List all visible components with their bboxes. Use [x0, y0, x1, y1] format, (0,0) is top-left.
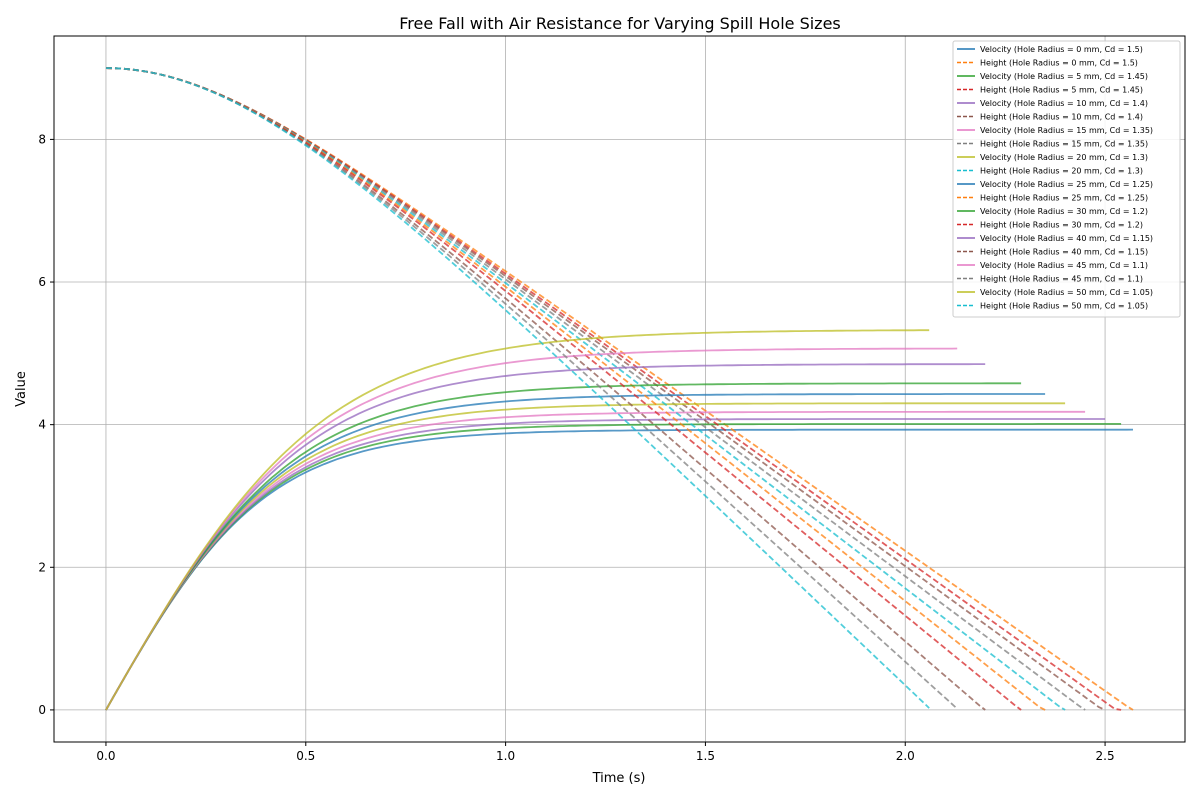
ticks: 0.0 0.5 1.0 1.5 2.0 2.5 0 2 4 6 8 [38, 132, 1114, 763]
legend-height-9-label: Height (Hole Radius = 50 mm, Cd = 1.05) [980, 302, 1148, 311]
velocity-series-line-3 [105, 410, 1086, 711]
velocity-series-line-4 [105, 402, 1066, 711]
legend-velocity-6-label: Velocity (Hole Radius = 30 mm, Cd = 1.2) [980, 207, 1148, 216]
legend: Velocity (Hole Radius = 0 mm, Cd = 1.5) H… [952, 40, 1181, 318]
velocity-series-line-9 [105, 329, 930, 711]
legend-height-7-label: Height (Hole Radius = 40 mm, Cd = 1.15) [980, 248, 1148, 257]
height-series-line-1 [105, 67, 1122, 711]
x-tick-label: 1.5 [696, 749, 715, 763]
legend-height-3-label: Height (Hole Radius = 15 mm, Cd = 1.35) [980, 140, 1148, 149]
legend-velocity-1-label: Velocity (Hole Radius = 5 mm, Cd = 1.45) [980, 72, 1148, 81]
legend-height-4-label: Height (Hole Radius = 20 mm, Cd = 1.3) [980, 167, 1143, 176]
legend-height-6-label: Height (Hole Radius = 30 mm, Cd = 1.2) [980, 221, 1143, 230]
height-series-line-4 [105, 67, 1066, 711]
y-tick-label: 2 [38, 560, 46, 574]
legend-height-0-label: Height (Hole Radius = 0 mm, Cd = 1.5) [980, 59, 1138, 68]
legend-height-5-label: Height (Hole Radius = 25 mm, Cd = 1.25) [980, 194, 1148, 203]
y-tick-label: 6 [38, 275, 46, 289]
legend-velocity-8-label: Velocity (Hole Radius = 45 mm, Cd = 1.1) [980, 261, 1148, 270]
legend-velocity-7-label: Velocity (Hole Radius = 40 mm, Cd = 1.15… [980, 234, 1153, 243]
legend-velocity-3-label: Velocity (Hole Radius = 15 mm, Cd = 1.35… [980, 126, 1153, 135]
chart-title: Free Fall with Air Resistance for Varyin… [399, 14, 841, 33]
velocity-series-line-8 [105, 347, 958, 711]
x-tick-label: 1.0 [496, 749, 515, 763]
legend-velocity-5-label: Velocity (Hole Radius = 25 mm, Cd = 1.25… [980, 180, 1153, 189]
velocity-series-line-5 [105, 393, 1046, 711]
axes-frame [53, 35, 1186, 743]
x-tick-label: 0.5 [296, 749, 315, 763]
legend-height-1-label: Height (Hole Radius = 5 mm, Cd = 1.45) [980, 86, 1143, 95]
velocity-series-line-7 [105, 363, 986, 711]
legend-velocity-9-label: Velocity (Hole Radius = 50 mm, Cd = 1.05… [980, 288, 1153, 297]
y-axis-label: Value [14, 371, 29, 407]
legend-velocity-0-label: Velocity (Hole Radius = 0 mm, Cd = 1.5) [980, 45, 1143, 54]
velocity-series-line-6 [105, 382, 1022, 711]
y-tick-label: 0 [38, 703, 46, 717]
y-tick-label: 4 [38, 418, 46, 432]
velocity-series-line-1 [105, 422, 1122, 711]
x-axis-label: Time (s) [592, 771, 646, 786]
x-tick-label: 0.0 [96, 749, 115, 763]
plot-area [105, 67, 1134, 711]
velocity-series-line-2 [105, 418, 1106, 711]
legend-box [952, 40, 1181, 318]
legend-height-2-label: Height (Hole Radius = 10 mm, Cd = 1.4) [980, 113, 1143, 122]
x-tick-label: 2.5 [1096, 749, 1115, 763]
velocity-series-line-0 [105, 428, 1134, 711]
height-series-line-6 [105, 67, 1022, 711]
legend-velocity-4-label: Velocity (Hole Radius = 20 mm, Cd = 1.3) [980, 153, 1148, 162]
height-series-line-9 [106, 67, 930, 709]
legend-velocity-2-label: Velocity (Hole Radius = 10 mm, Cd = 1.4) [980, 99, 1148, 108]
legend-height-8-label: Height (Hole Radius = 45 mm, Cd = 1.1) [980, 275, 1143, 284]
x-tick-label: 2.0 [896, 749, 915, 763]
y-tick-label: 8 [38, 132, 46, 146]
